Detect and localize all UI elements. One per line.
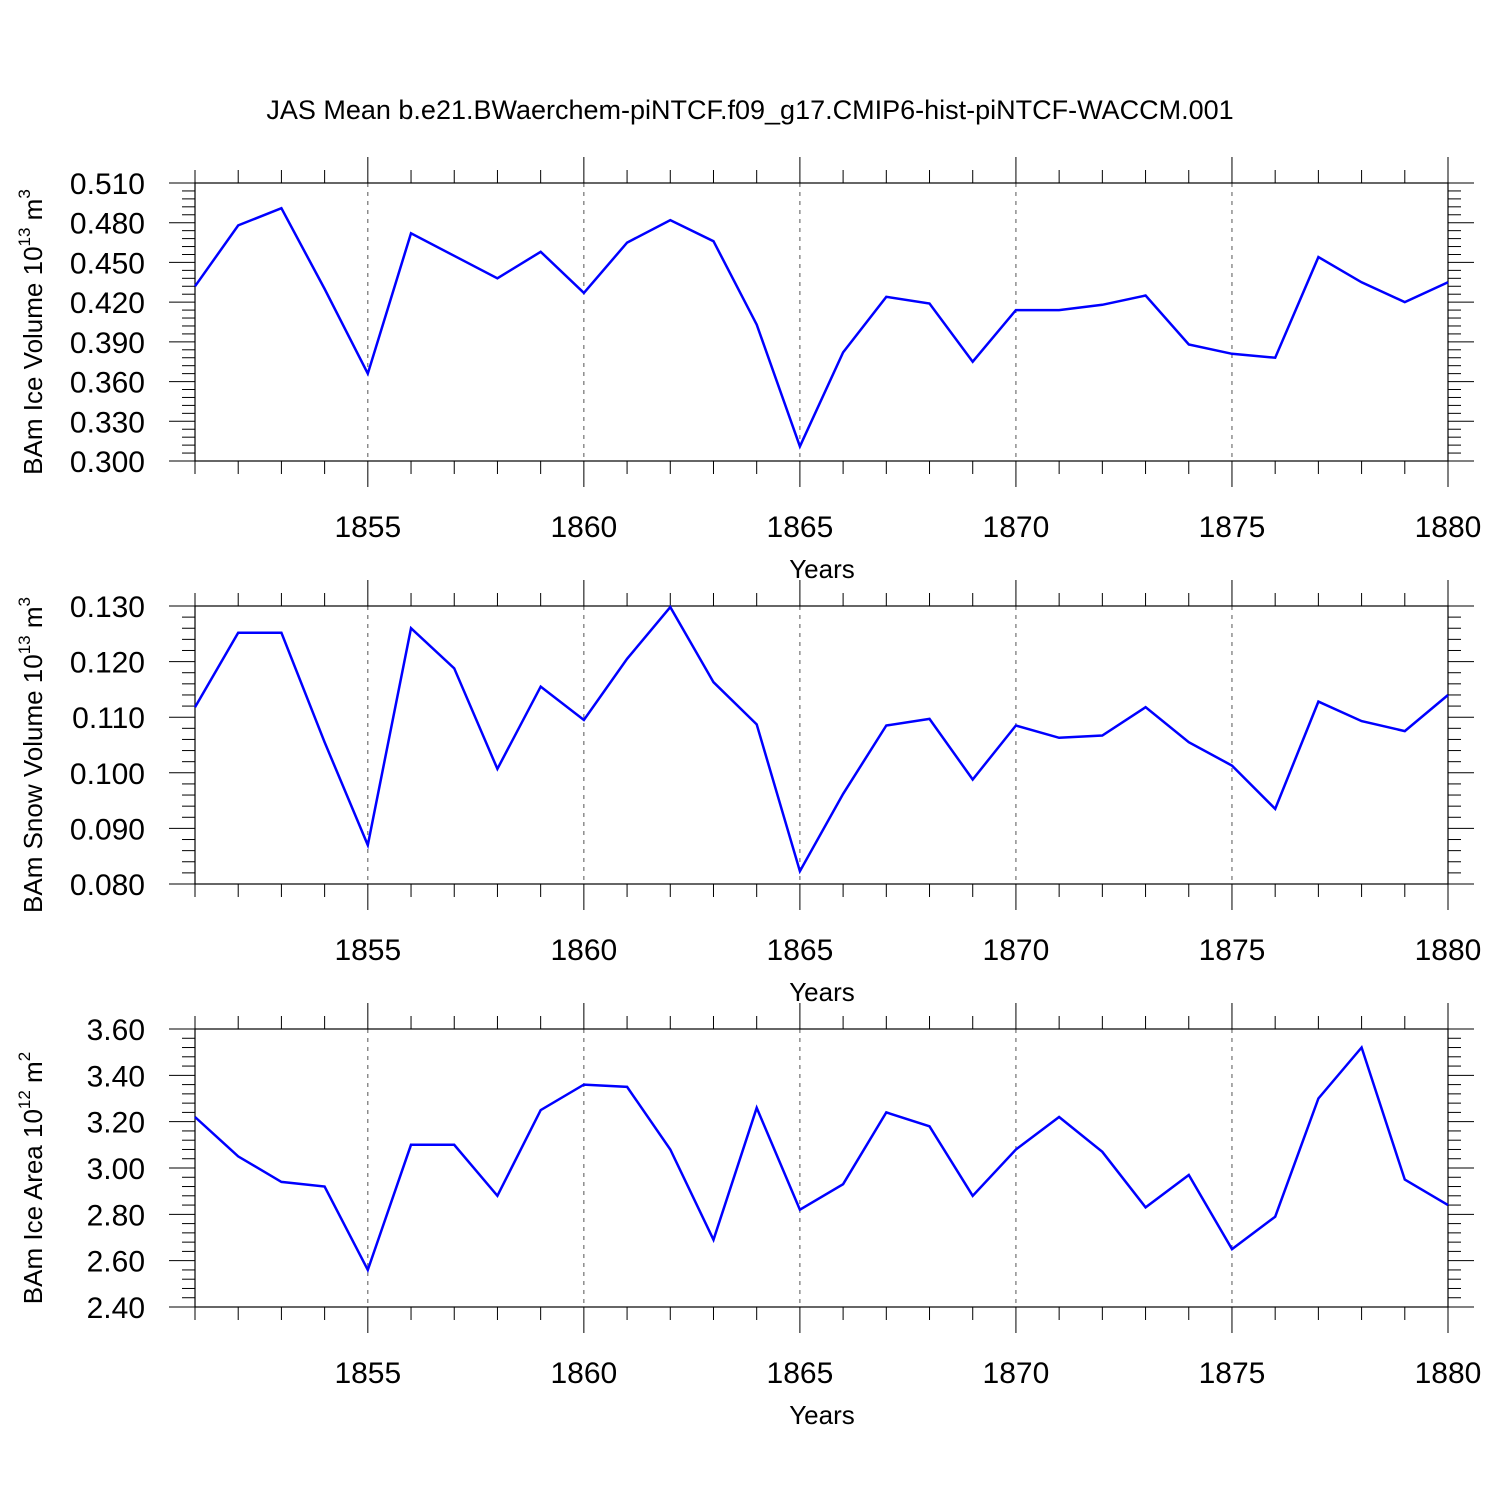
y-tick-label: 0.390 bbox=[70, 327, 145, 360]
y-axis-label-text: BAm Ice Volume 10 bbox=[18, 246, 48, 474]
y-axis-label-unit-exponent: 3 bbox=[15, 189, 34, 198]
x-tick-label: 1875 bbox=[1199, 934, 1266, 967]
y-axis-label-unit-exponent: 2 bbox=[15, 1052, 34, 1061]
y-tick-label: 0.330 bbox=[70, 406, 145, 439]
y-tick-label: 0.080 bbox=[70, 869, 145, 902]
y-axis-label-exponent: 12 bbox=[15, 1090, 34, 1109]
y-tick-label: 0.420 bbox=[70, 287, 145, 320]
x-axis-label: Years bbox=[789, 977, 855, 1007]
x-tick-label: 1865 bbox=[767, 934, 834, 967]
x-axis-label: Years bbox=[789, 1400, 855, 1430]
x-tick-label: 1860 bbox=[550, 934, 617, 967]
series-line-ice-volume bbox=[193, 206, 1449, 450]
panel-snow-volume: 1855 1860 1865 1870 1875 1880 0.080 0.090 0.100 0… bbox=[15, 580, 1481, 1007]
y-axis-label-text: BAm Ice Area 10 bbox=[18, 1109, 48, 1304]
x-tick-label: 1860 bbox=[550, 1357, 617, 1390]
plot-frame bbox=[194, 605, 1449, 885]
panel-ice-volume: 1855 1860 1865 1870 1875 1880 0.300 0.330 0.360 0… bbox=[15, 157, 1481, 584]
x-tick-label: 1865 bbox=[767, 511, 834, 544]
x-tick-label: 1870 bbox=[983, 934, 1050, 967]
x-tick-label: 1880 bbox=[1415, 511, 1482, 544]
y-tick-label: 0.450 bbox=[70, 247, 145, 280]
y-tick-label: 0.090 bbox=[70, 813, 145, 846]
y-tick-label: 3.00 bbox=[87, 1153, 145, 1186]
x-tick-label: 1860 bbox=[550, 511, 617, 544]
y-axis-label-unit: m bbox=[18, 1061, 48, 1090]
x-tick-label: 1870 bbox=[983, 1357, 1050, 1390]
y-axis-label-unit-exponent: 3 bbox=[15, 597, 34, 606]
y-tick-label: 0.130 bbox=[70, 591, 145, 624]
y-tick-label: 0.120 bbox=[70, 647, 145, 680]
y-axis-label: BAm Ice Area 1012 m2 bbox=[15, 1052, 48, 1304]
x-tick-label: 1880 bbox=[1415, 934, 1482, 967]
chart-title: JAS Mean b.e21.BWaerchem-piNTCF.f09_g17.… bbox=[266, 95, 1233, 125]
y-tick-label: 0.510 bbox=[70, 168, 145, 201]
y-tick-label: 3.60 bbox=[87, 1014, 145, 1047]
y-axis-label: BAm Snow Volume 1013 m3 bbox=[15, 597, 48, 913]
y-tick-label: 2.80 bbox=[87, 1199, 145, 1232]
y-axis-label-exponent: 13 bbox=[15, 228, 34, 247]
series-line-snow-volume bbox=[193, 604, 1449, 875]
y-tick-label: 0.110 bbox=[72, 702, 145, 735]
y-tick-label: 0.480 bbox=[70, 208, 145, 241]
y-axis-label-text: BAm Snow Volume 10 bbox=[18, 654, 48, 913]
y-axis-label: BAm Ice Volume 1013 m3 bbox=[15, 189, 48, 475]
plot-frame bbox=[194, 1028, 1449, 1308]
x-tick-label: 1875 bbox=[1199, 511, 1266, 544]
y-tick-label: 2.60 bbox=[87, 1246, 145, 1279]
x-tick-label: 1870 bbox=[983, 511, 1050, 544]
y-tick-label: 2.40 bbox=[87, 1292, 145, 1325]
y-tick-label: 3.20 bbox=[87, 1107, 145, 1140]
x-axis-label: Years bbox=[789, 554, 855, 584]
plot-frame bbox=[194, 182, 1449, 462]
x-tick-label: 1855 bbox=[334, 1357, 401, 1390]
y-tick-label: 0.100 bbox=[70, 758, 145, 791]
x-tick-label: 1855 bbox=[334, 511, 401, 544]
series-line-ice-area bbox=[194, 1044, 1449, 1274]
x-tick-label: 1855 bbox=[334, 934, 401, 967]
y-tick-label: 0.300 bbox=[70, 446, 145, 479]
y-axis-label-unit: m bbox=[18, 199, 48, 228]
panel-ice-area: 1855 1860 1865 1870 1875 1880 2.40 2.60 2.80 3.00… bbox=[15, 1003, 1481, 1430]
x-tick-label: 1875 bbox=[1199, 1357, 1266, 1390]
y-tick-label: 0.360 bbox=[70, 367, 145, 400]
y-tick-label: 3.40 bbox=[87, 1060, 145, 1093]
y-axis-label-exponent: 13 bbox=[15, 635, 34, 654]
y-axis-label-unit: m bbox=[18, 606, 48, 635]
x-tick-label: 1880 bbox=[1415, 1357, 1482, 1390]
x-tick-label: 1865 bbox=[767, 1357, 834, 1390]
